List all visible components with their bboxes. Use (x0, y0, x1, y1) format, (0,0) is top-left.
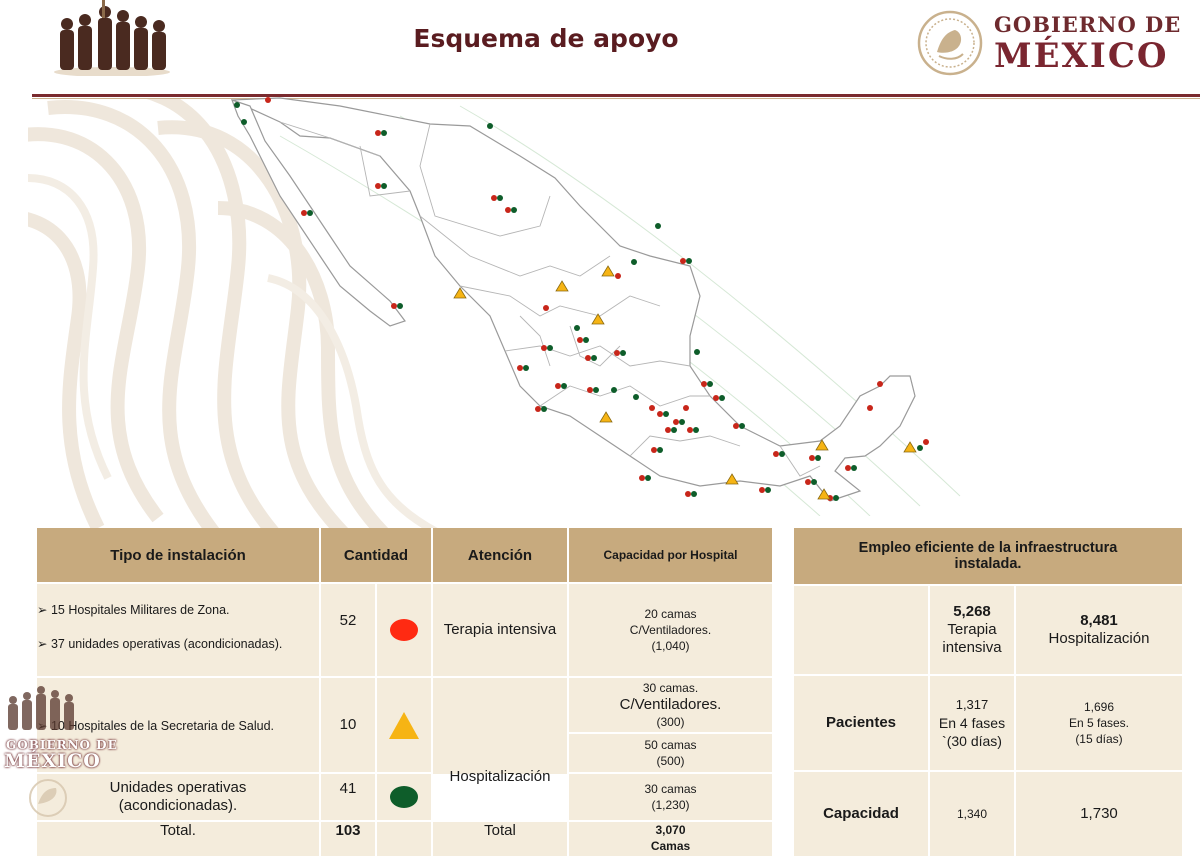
right-col1-label-2: intensiva (942, 639, 1002, 656)
total-marker-empty (377, 822, 433, 858)
right-col1-header: 5,268 Terapia intensiva (930, 586, 1016, 676)
pacientes-c2-line2: En 5 fases. (1068, 716, 1130, 730)
green-circle-icon (390, 786, 418, 808)
capacidad-label: Capacidad (794, 772, 930, 858)
row1-item-2: ➢ 37 unidades operativas (acondicionadas… (37, 636, 283, 651)
row2-marker (377, 678, 433, 774)
row3-atencion: Hospitalización (433, 734, 569, 822)
right-col2-header: 8,481 Hospitalización (1016, 586, 1184, 676)
total-atencion: Total (433, 822, 569, 858)
pacientes-c1-line3: `(30 días) (942, 733, 1002, 749)
total-capacidad: 3,070 Camas (569, 822, 774, 858)
row2-atencion (433, 678, 569, 774)
watermark-line2: MÉXICO (4, 750, 101, 772)
row3-capacidad: 30 camas (1,230) (569, 774, 774, 822)
installation-table: Tipo de instalación Cantidad Atención Ca… (37, 528, 774, 858)
row2-capacidad-b: 50 camas (500) (569, 734, 774, 774)
header-cantidad: Cantidad (321, 528, 433, 584)
row2a-cap-line2: C/Ventiladores. (619, 696, 722, 713)
capacidad-col1: 1,340 (930, 772, 1016, 858)
gov-logo-line2: MÉXICO (994, 36, 1169, 76)
row2b-cap-line2: (500) (656, 754, 685, 768)
row2a-cap-line1: 30 camas. (642, 681, 699, 695)
total-cap-line2: Camas (650, 839, 691, 853)
pacientes-c2-line3: (15 días) (1075, 732, 1123, 746)
header-capacidad: Capacidad por Hospital (569, 528, 774, 584)
pacientes-c1-line2: En 4 fases (938, 715, 1006, 731)
row1-item-1: ➢ 15 Hospitales Militares de Zona. (37, 602, 230, 617)
row2-item: ➢ 10 Hospitales de la Secretaria de Salu… (37, 718, 274, 733)
row1-cap-line2: C/Ventiladores. (629, 623, 712, 637)
total-cap-line1: 3,070 (655, 823, 686, 837)
row2-tipo: ➢ 10 Hospitales de la Secretaria de Salu… (37, 678, 321, 774)
row2-cantidad: 10 (321, 678, 377, 774)
pacientes-label: Pacientes (794, 676, 930, 772)
red-circle-icon (390, 619, 418, 641)
pacientes-c2-line1: 1,696 (1083, 700, 1115, 714)
pacientes-c1-line1: 1,317 (955, 697, 989, 712)
header-tipo: Tipo de instalación (37, 528, 321, 584)
total-label: Total. (37, 822, 321, 858)
row1-cap-line3: (1,040) (651, 639, 690, 653)
pacientes-col2: 1,696 En 5 fases. (15 días) (1016, 676, 1184, 772)
yellow-triangle-icon (389, 711, 419, 739)
right-corner (794, 586, 930, 676)
right-col2-label: Hospitalización (1048, 630, 1150, 647)
gov-logo-line1: GOBIERNO DE (994, 12, 1182, 37)
row1-cantidad: 52 (321, 584, 377, 678)
row1-tipo: ➢ 15 Hospitales Militares de Zona. ➢ 37 … (37, 584, 321, 678)
row1-atencion: Terapia intensiva (433, 584, 569, 678)
right-col1-label-1: Terapia (947, 621, 997, 638)
page-title: Esquema de apoyo (413, 24, 679, 53)
row3-tipo: Unidades operativas (acondicionadas). (37, 774, 321, 822)
row3-tipo-line1: Unidades operativas (109, 779, 247, 796)
row3-cantidad: 41 (321, 774, 377, 822)
row2-capacidad-a: 30 camas. C/Ventiladores. (300) (569, 678, 774, 734)
row2a-cap-line3: (300) (656, 715, 685, 729)
watermark-logo-icon (8, 686, 74, 817)
row3-cap-line2: (1,230) (651, 798, 690, 812)
row2b-cap-line1: 50 camas (644, 738, 697, 752)
header-divider (32, 94, 1200, 97)
mexico-seal-icon (917, 10, 983, 76)
row3-cap-line1: 30 camas (644, 782, 697, 796)
pacientes-col1: 1,317 En 4 fases `(30 días) (930, 676, 1016, 772)
row1-capacidad: 20 camas C/Ventiladores. (1,040) (569, 584, 774, 678)
background-pattern (28, 98, 450, 538)
infrastructure-table: Empleo eficiente de la infraestructura i… (794, 528, 1184, 858)
row3-marker (377, 774, 433, 822)
row1-marker (377, 584, 433, 678)
capacidad-col2: 1,730 (1016, 772, 1184, 858)
heroes-logo-icon (54, 0, 170, 76)
watermark-line1: GOBIERNO DE (6, 738, 118, 752)
row1-cap-line1: 20 camas (644, 607, 697, 621)
right-col2-value: 8,481 (1080, 612, 1118, 629)
header-atencion: Atención (433, 528, 569, 584)
right-header-line1: Empleo eficiente de la infraestructura (858, 540, 1118, 556)
total-cantidad: 103 (321, 822, 377, 858)
right-header: Empleo eficiente de la infraestructura i… (794, 528, 1184, 586)
mexico-map-icon (230, 97, 961, 516)
right-col1-value: 5,268 (953, 603, 991, 620)
header-divider-thin (32, 98, 1200, 99)
row3-tipo-line2: (acondicionadas). (118, 797, 238, 814)
right-header-line2: instalada. (954, 556, 1022, 572)
